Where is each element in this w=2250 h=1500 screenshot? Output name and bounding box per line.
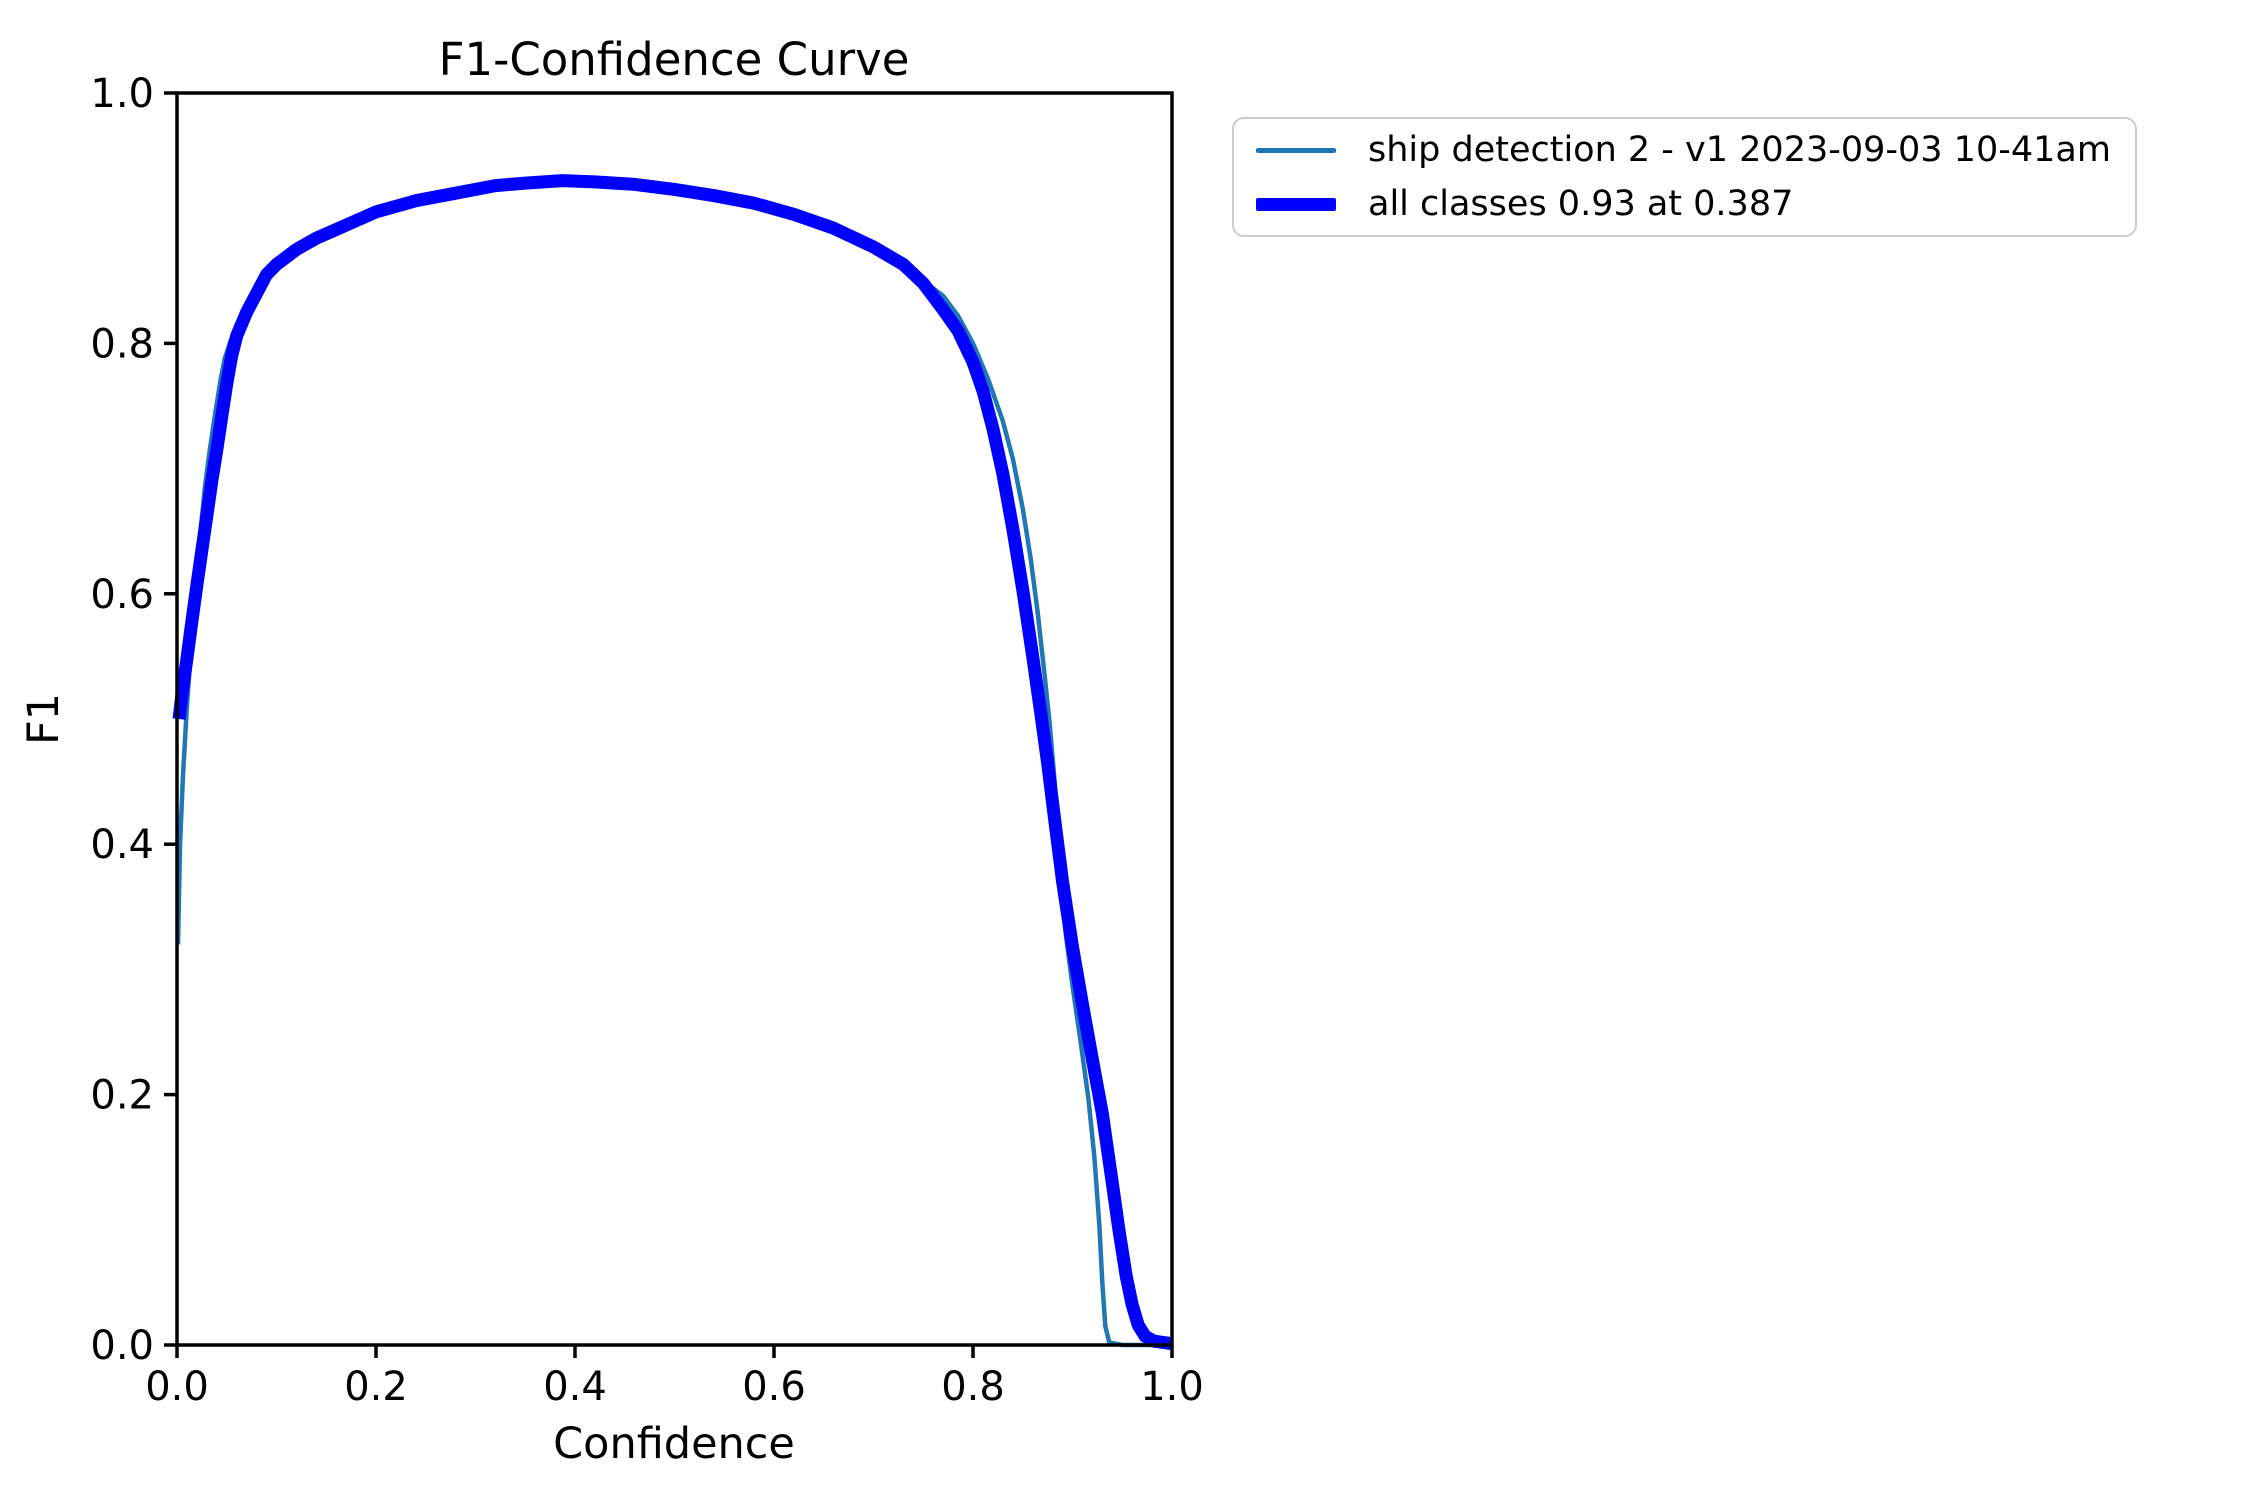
y-tick-label: 0.2: [90, 1073, 154, 1119]
series-line-all-classes: [172, 174, 1173, 1351]
y-tick-label: 1.0: [90, 71, 154, 117]
legend-item-all-classes: all classes 0.93 at 0.387: [1256, 183, 2111, 225]
legend-line-sample-thin: [1256, 147, 1336, 153]
y-tick-label: 0.6: [90, 572, 154, 618]
x-tick-label: 0.0: [145, 1364, 209, 1410]
y-tick-label: 0.4: [90, 822, 154, 868]
x-tick-label: 1.0: [1140, 1364, 1204, 1410]
series-group: [172, 174, 1173, 1351]
legend-label: ship detection 2 - v1 2023-09-03 10-41am: [1368, 130, 2111, 170]
series-line-ship-detection-2-v1: [175, 178, 1172, 1348]
legend-label: all classes 0.93 at 0.387: [1368, 184, 1794, 224]
x-axis-label: Confidence: [553, 1419, 795, 1469]
x-tick-label: 0.6: [742, 1364, 806, 1410]
y-axis-label: F1: [19, 693, 69, 745]
chart-title: F1-Confidence Curve: [439, 33, 910, 86]
x-tick-label: 0.4: [543, 1364, 607, 1410]
legend: ship detection 2 - v1 2023-09-03 10-41am…: [1232, 117, 2137, 237]
x-tick-label: 0.2: [344, 1364, 408, 1410]
y-tick-label: 0.0: [90, 1323, 154, 1369]
legend-line-sample-thick: [1256, 197, 1336, 211]
plot-border: [175, 91, 1174, 1347]
axes-spines: [175, 91, 1174, 1347]
x-tick-label: 0.8: [941, 1364, 1005, 1410]
y-tick-label: 0.8: [90, 321, 154, 367]
x-axis-ticks: 0.0 0.2 0.4 0.6 0.8 1.0: [145, 1345, 1204, 1410]
legend-item-ship-detection: ship detection 2 - v1 2023-09-03 10-41am: [1256, 129, 2111, 171]
y-axis-ticks: 0.0 0.2 0.4 0.6 0.8 1.0: [90, 71, 177, 1369]
